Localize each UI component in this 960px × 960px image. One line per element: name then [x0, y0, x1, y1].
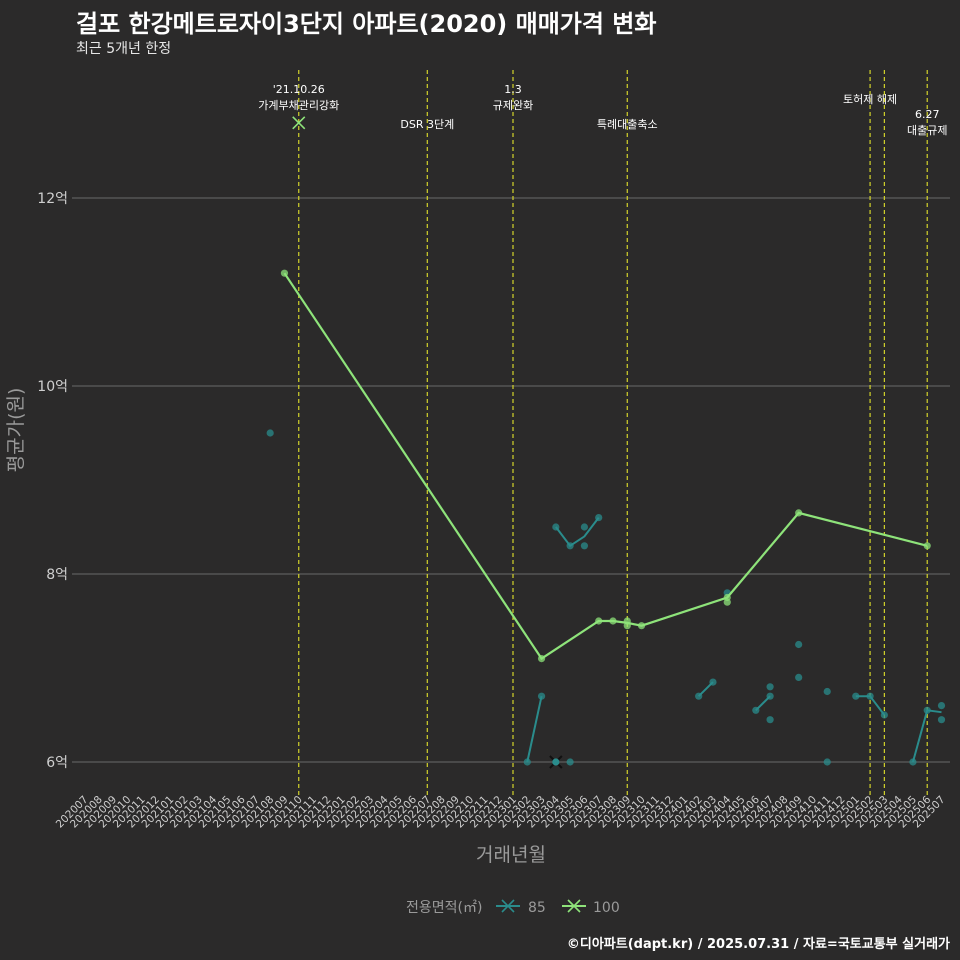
series-100-point [280, 269, 289, 277]
chart-title: 걸포 한강메트로자이3단지 아파트(2020) 매매가격 변화 [76, 10, 657, 38]
y-tick-label: 6억 [46, 755, 68, 771]
chart-subtitle: 최근 5개년 한정 [76, 41, 172, 57]
series-100-point [623, 622, 631, 630]
event-label: 토허제 해제 [843, 92, 897, 106]
gridlines [72, 197, 950, 763]
series-85-point [709, 678, 717, 686]
series-85-point [595, 514, 603, 522]
series-layer [266, 116, 946, 769]
series-100-point [923, 542, 931, 550]
series-85-point [766, 692, 774, 700]
series-85-point [823, 758, 831, 766]
legend-label: 85 [528, 900, 546, 916]
series-100-line [283, 272, 928, 661]
series-100-point [637, 622, 646, 630]
y-axis-title: 평균가(원) [5, 388, 27, 473]
series-85-point [537, 692, 546, 700]
series-85-point [566, 758, 574, 766]
event-label: '21.10.26 [273, 83, 325, 96]
legend-title: 전용면적(㎡) [406, 900, 482, 916]
y-tick-label: 12억 [37, 191, 68, 207]
source-caption: ©디아파트(dapt.kr) / 2025.07.31 / 자료=국토교통부 실… [566, 937, 950, 952]
y-tick-label: 8억 [46, 567, 68, 583]
event-label: 1.3 [504, 83, 522, 96]
legend: 전용면적(㎡) 85 100 [406, 899, 620, 916]
event-label: DSR 3단계 [400, 118, 454, 131]
series-100-point [795, 509, 803, 517]
legend-key-marker [501, 899, 515, 913]
series-85-point [580, 542, 589, 550]
series-85-point [880, 711, 888, 719]
y-tick-label: 10억 [37, 379, 68, 395]
legend-key-marker [567, 899, 581, 913]
series-85-point [266, 429, 274, 437]
series-85-point [866, 692, 874, 700]
legend-label: 100 [593, 900, 620, 916]
series-85-point [937, 702, 946, 710]
series-85-point [852, 692, 860, 700]
series-85-point [766, 683, 774, 691]
series-85-point [766, 716, 774, 724]
series-85-point [823, 687, 831, 696]
series-85-point [795, 640, 803, 649]
series-100-point [609, 617, 617, 625]
series-85-point [752, 706, 760, 714]
axes: 6억8억10억12억202007202008202009202010202011… [5, 191, 948, 866]
series-85-line [526, 695, 543, 763]
series-85-point [795, 673, 803, 682]
series-85-point [937, 716, 946, 724]
series-85-point [923, 706, 931, 714]
x-axis-title: 거래년월 [476, 844, 546, 866]
series-85-point [552, 523, 560, 531]
series-85-line [555, 516, 600, 548]
series-100-marker [292, 116, 306, 130]
event-label: 6.27 [915, 108, 940, 121]
event-label: 대출규제 [907, 124, 947, 137]
series-85-point [695, 692, 703, 700]
event-label: 가계부채관리강화 [258, 99, 339, 112]
series-85-point [552, 758, 560, 766]
series-85-point [909, 758, 917, 766]
series-85-point [580, 523, 589, 531]
event-label: 규제완화 [493, 99, 533, 112]
series-100-point [595, 617, 603, 625]
series-100-point [537, 655, 546, 663]
event-label: 특례대출축소 [597, 118, 658, 131]
series-85-point [523, 758, 531, 766]
series-85-point [566, 542, 574, 550]
series-100-point [723, 593, 731, 602]
